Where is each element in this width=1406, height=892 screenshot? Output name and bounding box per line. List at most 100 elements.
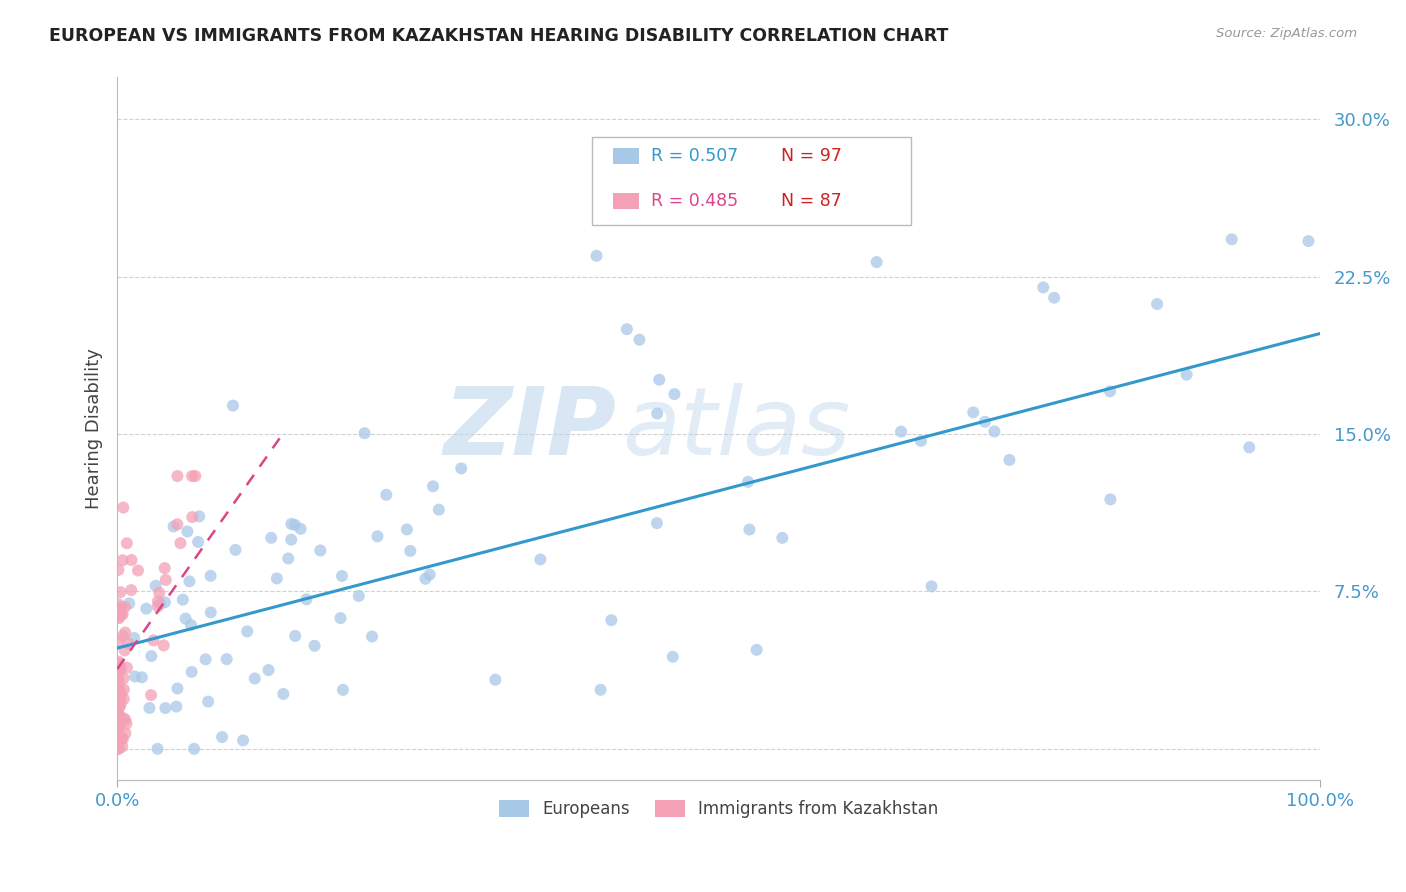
Point [1146,297,1168,311]
Point [616,322,638,336]
Point [108,659,131,673]
Point [200,569,222,583]
Point [114,726,136,740]
Text: EUROPEAN VS IMMIGRANTS FROM KAZAKHSTAN HEARING DISABILITY CORRELATION CHART: EUROPEAN VS IMMIGRANTS FROM KAZAKHSTAN H… [49,27,949,45]
Point [107,717,129,731]
Point [108,659,131,673]
Point [353,426,375,441]
Point [166,469,188,483]
Y-axis label: Hearing Disability: Hearing Disability [86,349,103,509]
Point [295,592,318,607]
Point [304,639,326,653]
Point [280,533,302,547]
Point [111,731,134,746]
Point [107,661,129,675]
Point [114,599,136,614]
Point [115,660,138,674]
Point [1175,368,1198,382]
Point [107,657,129,671]
Point [107,683,129,698]
Point [1099,384,1122,399]
Point [131,670,153,684]
Point [709,179,731,194]
Point [277,551,299,566]
Point [1298,234,1320,248]
Point [664,387,686,401]
Point [361,630,384,644]
Point [427,502,450,516]
Point [146,599,169,614]
Point [273,687,295,701]
Text: R = 0.507: R = 0.507 [651,147,738,165]
Point [122,631,145,645]
Text: ZIP: ZIP [444,383,617,475]
Point [121,553,143,567]
Point [107,741,129,756]
Point [1220,232,1243,246]
Point [152,639,174,653]
Point [107,683,129,698]
Point [107,662,129,676]
Point [115,716,138,731]
Point [179,574,201,589]
Point [422,479,444,493]
Point [107,709,129,723]
Text: R = 0.485: R = 0.485 [651,192,738,211]
Point [1043,291,1066,305]
Point [107,598,129,612]
Point [645,407,668,421]
Point [112,629,135,643]
Point [107,633,129,648]
Point [112,671,135,685]
Point [484,673,506,687]
Point [142,633,165,648]
Point [921,579,943,593]
Point [166,681,188,696]
Point [224,542,246,557]
Point [1099,492,1122,507]
Point [169,536,191,550]
Point [280,516,302,531]
Point [866,255,889,269]
Point [257,663,280,677]
Point [600,613,623,627]
Text: N = 97: N = 97 [782,147,842,165]
Point [127,564,149,578]
Point [284,629,307,643]
Legend: Europeans, Immigrants from Kazakhstan: Europeans, Immigrants from Kazakhstan [492,793,945,825]
Point [166,517,188,532]
Point [187,535,209,549]
Point [974,415,997,429]
Point [108,690,131,705]
Point [107,677,129,691]
Point [366,529,388,543]
Point [141,648,163,663]
Point [648,373,671,387]
Point [108,603,131,617]
Point [155,573,177,587]
Point [146,594,169,608]
Point [260,531,283,545]
Point [107,679,129,693]
Point [108,699,131,714]
Point [107,659,129,673]
Point [110,585,132,599]
Point [111,607,134,621]
Point [375,488,398,502]
Point [1032,280,1054,294]
Point [107,685,129,699]
Point [998,453,1021,467]
Point [107,741,129,756]
Point [110,715,132,730]
Point [890,425,912,439]
Point [114,713,136,727]
Point [138,701,160,715]
Point [737,475,759,489]
Point [738,523,761,537]
Point [111,607,134,622]
Point [110,662,132,676]
Point [114,643,136,657]
Point [330,569,353,583]
Point [120,583,142,598]
Point [183,741,205,756]
